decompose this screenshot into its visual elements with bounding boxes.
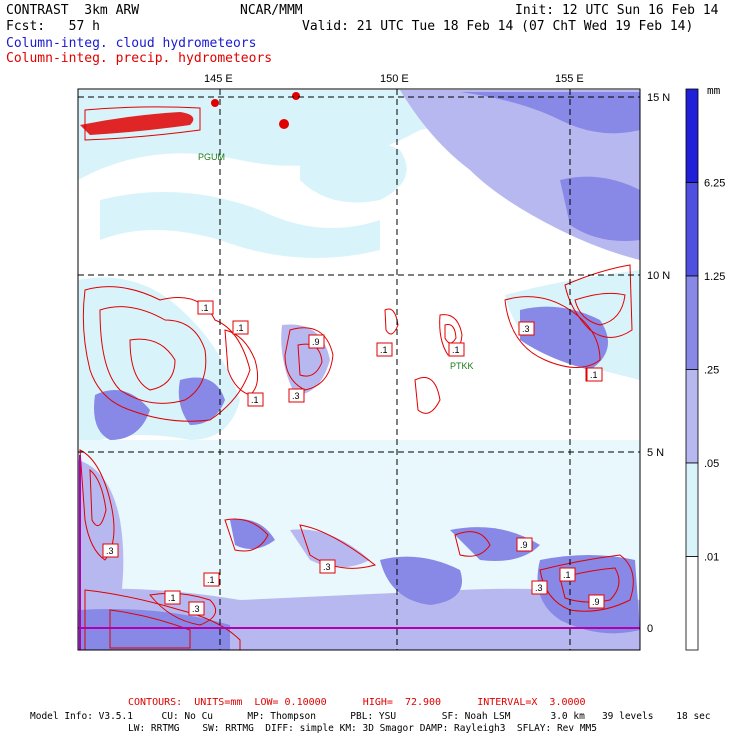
colorbar-swatch bbox=[685, 462, 699, 557]
contour-label-box bbox=[232, 320, 249, 335]
contour-info: CONTOURS: UNITS=mm LOW= 0.10000 HIGH= 72… bbox=[128, 697, 586, 708]
colorbar-level: .25 bbox=[704, 365, 719, 377]
model-title: CONTRAST 3km ARW bbox=[6, 3, 140, 18]
lat-label-5n: 5 N bbox=[647, 447, 664, 459]
contour-label: .1 bbox=[168, 593, 176, 603]
map-frame bbox=[77, 88, 641, 651]
contour-label-box bbox=[588, 594, 605, 609]
contour-label: .1 bbox=[236, 323, 244, 333]
contour-label: .3 bbox=[323, 562, 331, 572]
contour-label-box bbox=[308, 334, 325, 349]
colorbar-level: 1.25 bbox=[704, 271, 725, 283]
contour-label: .3 bbox=[535, 583, 543, 593]
forecast-hour: Fcst: 57 h bbox=[6, 19, 100, 34]
model-info: Model Info: V3.5.1 CU: No Cu MP: Thompso… bbox=[30, 711, 711, 722]
contour-label: .1 bbox=[563, 570, 571, 580]
colorbar-level: 6.25 bbox=[704, 178, 725, 190]
contour-label-box bbox=[188, 601, 205, 616]
contour-label: .3 bbox=[522, 324, 530, 334]
contour-label: .1 bbox=[452, 345, 460, 355]
agency-label: NCAR/MMM bbox=[240, 3, 303, 18]
contour-label-box bbox=[559, 567, 576, 582]
contour-label-box bbox=[197, 300, 214, 315]
contour-label-box bbox=[164, 590, 181, 605]
contour-label: .9 bbox=[312, 337, 320, 347]
colorbar-swatch bbox=[685, 556, 699, 651]
station-ptkk: PTKK bbox=[450, 361, 474, 371]
contour-label-box bbox=[586, 367, 603, 382]
contour-label: .9 bbox=[520, 540, 528, 550]
contour-label: .1 bbox=[201, 303, 209, 313]
contour-label-box bbox=[203, 572, 220, 587]
contour-label-box bbox=[448, 342, 465, 357]
lon-label-145: 145 E bbox=[204, 73, 233, 85]
forecast-map: 145 E 150 E 155 E 15 N 10 N 5 N 0 PGUM P… bbox=[77, 73, 725, 651]
init-time: Init: 12 UTC Sun 16 Feb 14 bbox=[515, 3, 719, 18]
cloud-field-label: Column-integ. cloud hydrometeors bbox=[6, 36, 257, 51]
colorbar: 6.25 1.25 .25 .05 .01 bbox=[685, 88, 725, 651]
station-pgum: PGUM bbox=[198, 152, 225, 162]
contour-labels: .1.1.9.3.1.1.1.3.1.3.1.3.1.3.9.1.9.3.1.1 bbox=[102, 300, 605, 616]
colorbar-level: .01 bbox=[704, 552, 719, 564]
lon-label-150: 150 E bbox=[380, 73, 409, 85]
contour-label: .1 bbox=[380, 345, 388, 355]
colorbar-swatch bbox=[685, 88, 699, 183]
colorbar-unit: mm bbox=[707, 84, 721, 97]
contour-label: .3 bbox=[106, 546, 114, 556]
valid-time: Valid: 21 UTC Tue 18 Feb 14 (07 ChT Wed … bbox=[302, 19, 694, 34]
colorbar-swatch bbox=[685, 182, 699, 277]
model-info-2: LW: RRTMG SW: RRTMG DIFF: simple KM: 3D … bbox=[128, 723, 597, 734]
contour-label-box bbox=[319, 559, 336, 574]
colorbar-level: .05 bbox=[704, 458, 719, 470]
contour-label-box bbox=[531, 580, 548, 595]
lat-label-15n: 15 N bbox=[647, 92, 670, 104]
precip-contours bbox=[79, 106, 634, 650]
lat-label-0: 0 bbox=[647, 623, 653, 635]
contour-label-box bbox=[376, 342, 393, 357]
contour-label: .1 bbox=[251, 395, 259, 405]
contour-label: .3 bbox=[292, 391, 300, 401]
contour-label-box bbox=[516, 537, 533, 552]
contour-label-box bbox=[247, 392, 264, 407]
colorbar-swatch bbox=[685, 275, 699, 370]
precip-field-label: Column-integ. precip. hydrometeors bbox=[6, 51, 273, 66]
graticule bbox=[78, 89, 640, 650]
lat-label-10n: 10 N bbox=[647, 270, 670, 282]
contour-label-box bbox=[518, 321, 535, 336]
contour-label: .1 bbox=[207, 575, 215, 585]
contour-label-box bbox=[288, 388, 305, 403]
colorbar-swatch bbox=[685, 369, 699, 464]
contour-label: .9 bbox=[592, 597, 600, 607]
contour-label: .1 bbox=[590, 370, 598, 380]
contour-label: .3 bbox=[192, 604, 200, 614]
contour-label-box bbox=[102, 543, 119, 558]
lon-label-155: 155 E bbox=[555, 73, 584, 85]
